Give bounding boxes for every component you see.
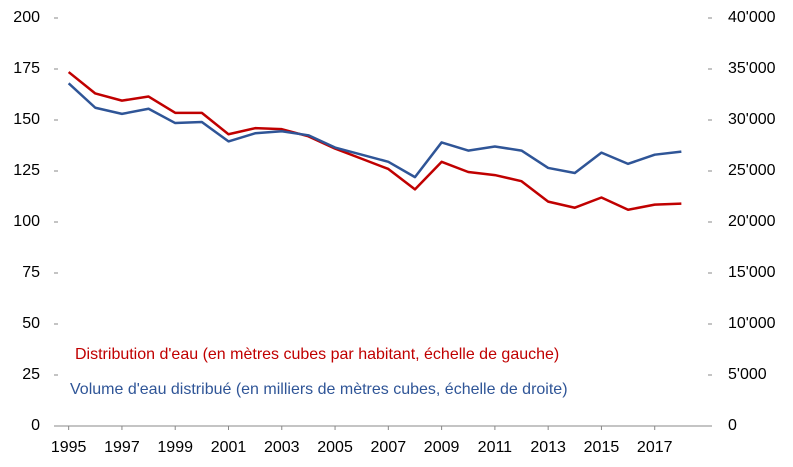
y2-tick-label: 10'000: [728, 315, 776, 332]
y2-tick-label: 15'000: [728, 264, 776, 281]
y-tick-label: 25: [22, 366, 40, 383]
y-tick-label: 125: [13, 162, 40, 179]
series-line: [67, 82, 682, 179]
series-line: [67, 71, 682, 212]
legend-entry: Distribution d'eau (en mètres cubes par …: [75, 346, 559, 363]
legend-entry: Volume d'eau distribué (en milliers de m…: [70, 381, 568, 398]
x-tick-label: 1997: [104, 439, 140, 456]
y2-tick-label: 30'000: [728, 111, 776, 128]
y-tick-label: 200: [13, 9, 40, 26]
x-tick-label: 2003: [264, 439, 300, 456]
x-tick-label: 1995: [51, 439, 87, 456]
y2-tick-label: 25'000: [728, 162, 776, 179]
y2-tick-label: 20'000: [728, 213, 776, 230]
x-tick-label: 2013: [530, 439, 566, 456]
y-tick-label: 150: [13, 111, 40, 128]
x-tick-label: 2011: [478, 439, 513, 456]
y2-tick-label: 40'000: [728, 9, 776, 26]
x-tick-label: 2015: [584, 439, 620, 456]
y2-tick-label: 35'000: [728, 60, 776, 77]
y-tick-label: 0: [31, 417, 40, 434]
y-tick-label: 100: [13, 213, 40, 230]
x-tick-label: 2017: [637, 439, 673, 456]
x-tick-label: 2005: [317, 439, 353, 456]
x-tick-label: 2009: [424, 439, 460, 456]
y-tick-label: 50: [22, 315, 40, 332]
y-tick-label: 175: [13, 60, 40, 77]
x-tick-label: 2007: [371, 439, 407, 456]
x-tick-label: 2001: [211, 439, 247, 456]
y-tick-label: 75: [22, 264, 40, 281]
y2-tick-label: 0: [728, 417, 737, 434]
x-tick-label: 1999: [157, 439, 193, 456]
y2-tick-label: 5'000: [728, 366, 767, 383]
